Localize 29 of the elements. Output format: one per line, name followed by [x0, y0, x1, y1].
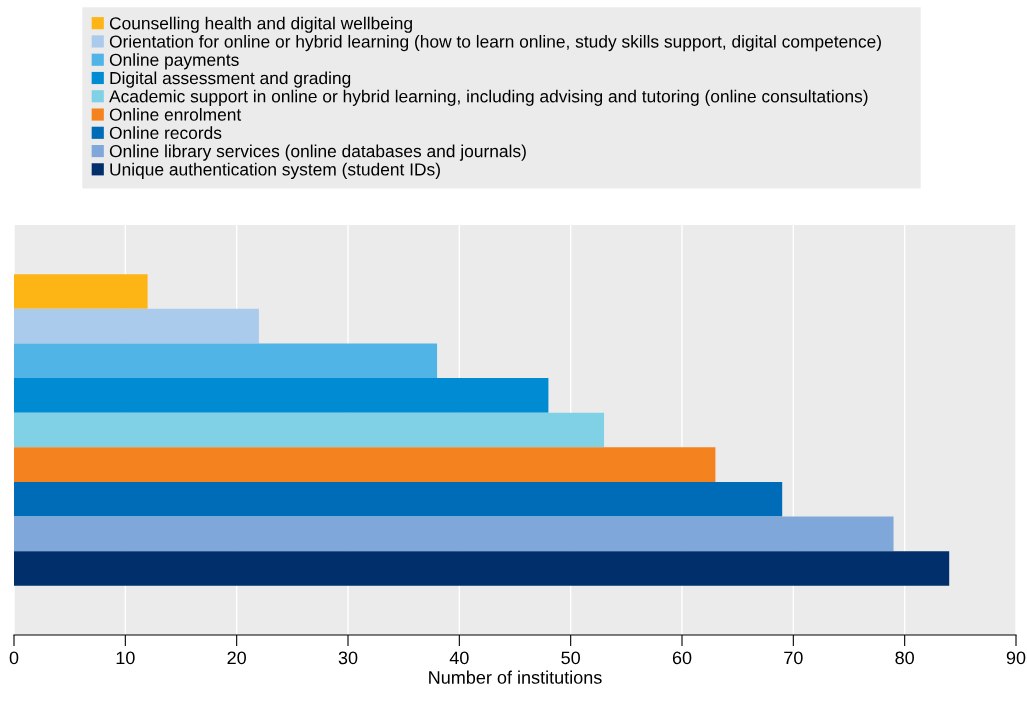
x-tick-label: 10 — [116, 651, 135, 665]
x-tick-label: 30 — [338, 651, 358, 665]
legend-label: Online records — [109, 126, 222, 140]
bar — [14, 481, 783, 517]
x-tick-label: 70 — [784, 651, 803, 665]
legend-label: Online library services (online databases and journals) — [109, 144, 526, 161]
x-tick-label: 20 — [227, 651, 246, 665]
x-tick-label: 90 — [1006, 651, 1026, 665]
bar — [14, 551, 950, 586]
bar — [14, 412, 605, 448]
x-tick-label: 60 — [672, 651, 692, 665]
bar — [14, 308, 259, 344]
bar — [14, 343, 438, 379]
legend-label: Unique authentication system (student IDs) — [110, 162, 440, 179]
legend-label: Digital assessment and grading — [110, 71, 351, 88]
x-axis-title: Number of institutions — [429, 670, 602, 684]
legend-label: Online payments — [109, 53, 239, 70]
x-tick-label: 80 — [895, 651, 914, 665]
bar — [14, 516, 894, 552]
bar — [14, 447, 716, 482]
bar — [14, 274, 148, 309]
x-tick-label: 50 — [561, 651, 580, 665]
legend-label: Counselling health and digital wellbeing — [109, 16, 412, 33]
legend-label: Online enrolment — [109, 108, 242, 121]
legend-label: Academic support in online or hybrid learning, including advising and tutoring (online consultations) — [109, 89, 868, 106]
x-tick-label: 40 — [449, 651, 469, 665]
x-tick-label: 0 — [9, 651, 19, 665]
bar — [14, 378, 549, 413]
legend-label: Orientation for online or hybrid learning (how to learn online, study skills support, digital competence) — [109, 34, 881, 52]
